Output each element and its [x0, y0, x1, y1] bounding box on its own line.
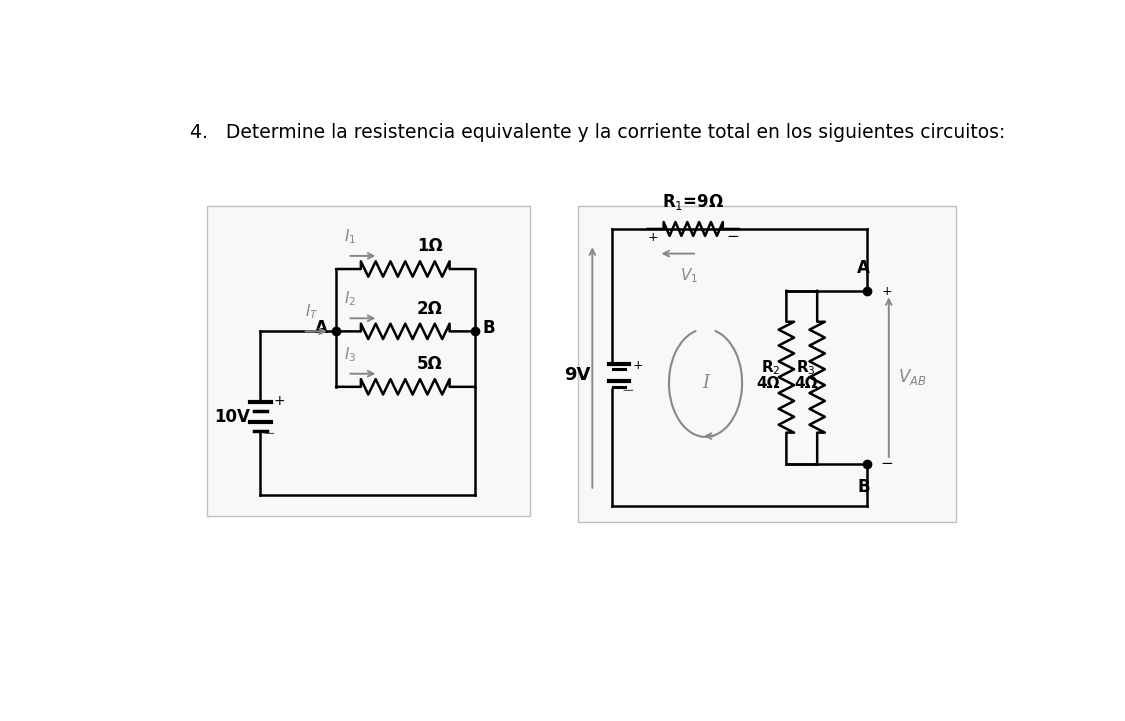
Text: A: A	[315, 319, 328, 337]
Text: R$_1$=9Ω: R$_1$=9Ω	[663, 192, 724, 212]
Text: 4Ω: 4Ω	[794, 376, 818, 391]
Bar	[207, 206, 530, 516]
Text: +: +	[881, 286, 892, 298]
Text: 9V: 9V	[564, 366, 590, 384]
Text: +: +	[648, 231, 658, 244]
Text: B: B	[857, 478, 870, 495]
Text: R$_2$: R$_2$	[760, 358, 781, 377]
Text: −: −	[727, 229, 739, 244]
Text: $I_3$: $I_3$	[343, 345, 356, 363]
Text: 2Ω: 2Ω	[416, 299, 442, 317]
Text: I: I	[702, 374, 709, 392]
Text: 10V: 10V	[214, 408, 250, 426]
Text: −: −	[880, 456, 893, 471]
Text: $I_2$: $I_2$	[343, 290, 356, 309]
Text: B: B	[483, 319, 495, 337]
Text: $I_T$: $I_T$	[305, 303, 318, 322]
Text: −: −	[622, 383, 634, 398]
Text: 5Ω: 5Ω	[416, 355, 442, 373]
Text: 1Ω: 1Ω	[416, 237, 442, 255]
Text: $I_1$: $I_1$	[343, 227, 356, 246]
Text: 4Ω: 4Ω	[757, 376, 781, 391]
Text: A: A	[857, 259, 870, 277]
Text: +: +	[632, 359, 644, 372]
Text: $V_{AB}$: $V_{AB}$	[898, 367, 927, 387]
Text: $V_1$: $V_1$	[681, 266, 699, 285]
Text: 4.   Determine la resistencia equivalente y la corriente total en los siguientes: 4. Determine la resistencia equivalente …	[190, 123, 1005, 143]
Text: R$_3$: R$_3$	[795, 358, 816, 377]
Text: +: +	[273, 394, 286, 409]
Text: −: −	[263, 426, 276, 441]
Bar	[578, 206, 956, 521]
